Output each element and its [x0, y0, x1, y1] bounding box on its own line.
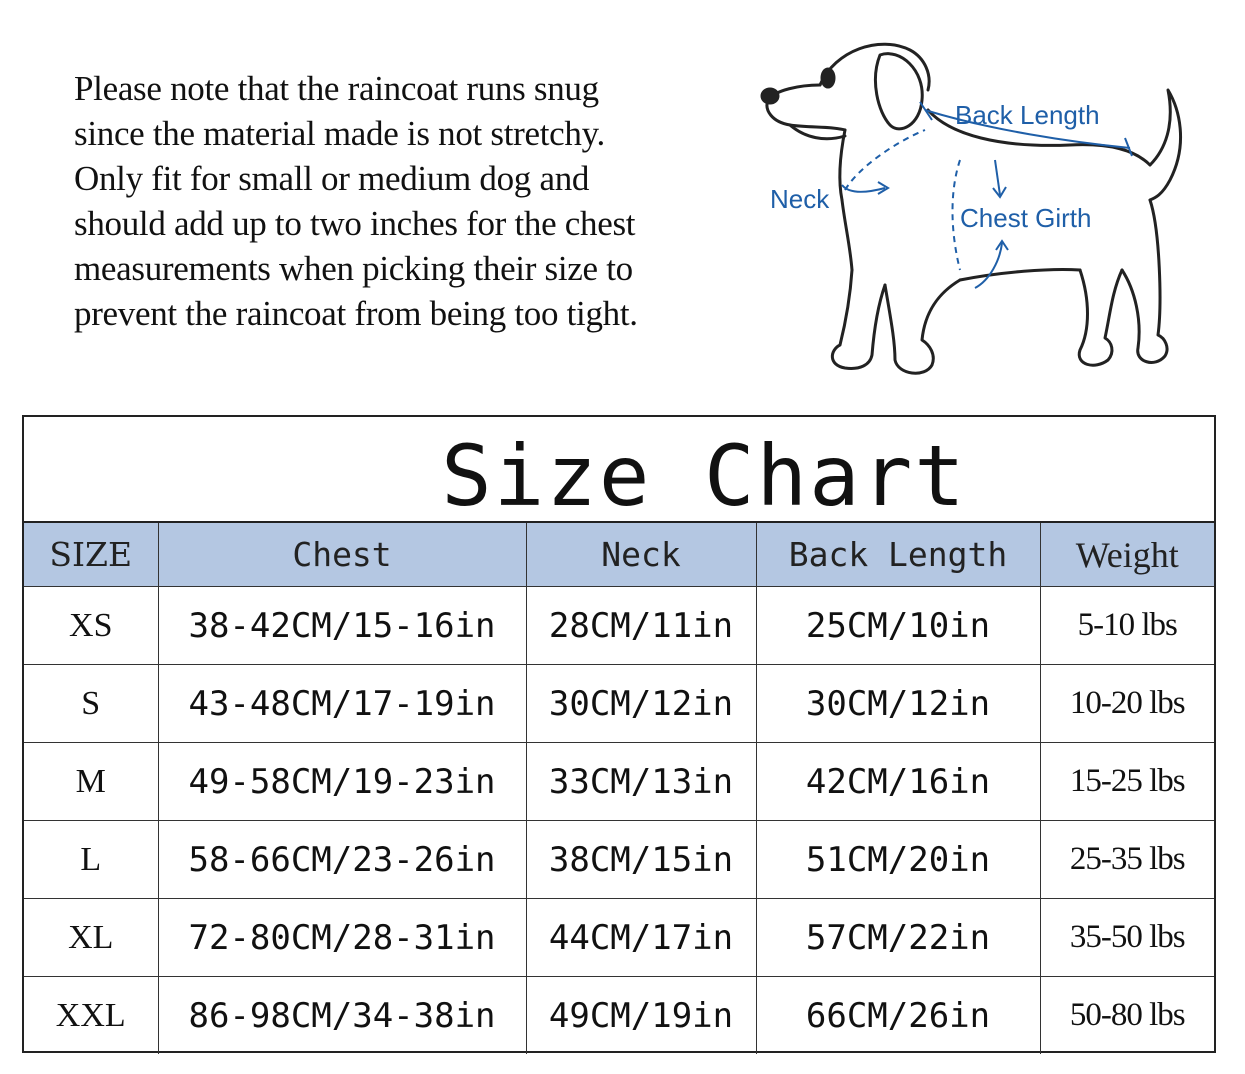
neck-cell: 49CM/19in	[525, 976, 757, 1054]
dog-back-leg	[1077, 268, 1124, 367]
dog-nose	[760, 87, 780, 105]
fit-note: Please note that the raincoat runs snug …	[74, 66, 754, 336]
size-table: SIZE Chest Neck Back Length Weight XS 38…	[24, 521, 1214, 1054]
size-chart-title: Size Chart	[441, 427, 967, 525]
chest-cell: 38-42CM/15-16in	[157, 586, 527, 665]
table-row: XL 72-80CM/28-31in 44CM/17in 57CM/22in 3…	[24, 898, 1214, 977]
size-cell: M	[24, 742, 159, 821]
chest-dashed-line	[951, 159, 961, 271]
chest-arrowhead-bottom	[995, 239, 1009, 251]
fit-note-line: prevent the raincoat from being too tigh…	[74, 294, 638, 333]
fit-note-line: measurements when picking their size to	[74, 249, 633, 288]
back-length-cell: 30CM/12in	[755, 664, 1041, 743]
chest-cell: 49-58CM/19-23in	[157, 742, 527, 821]
chest-cell: 58-66CM/23-26in	[157, 820, 527, 899]
column-header-weight: Weight	[1039, 521, 1214, 587]
dog-neck	[838, 128, 847, 202]
dog-front-leg	[830, 268, 887, 370]
neck-cell: 28CM/11in	[525, 586, 757, 665]
neck-dashed-line	[844, 129, 926, 191]
chest-arrowhead-top	[992, 186, 1007, 199]
back-length-cell: 25CM/10in	[755, 586, 1041, 665]
size-cell: XS	[24, 586, 159, 665]
fit-note-line: should add up to two inches for the ches…	[74, 204, 636, 243]
dog-front-leg	[883, 278, 962, 375]
chest-arrow-bottom	[974, 242, 1003, 289]
weight-cell: 25-35 lbs	[1039, 820, 1214, 899]
weight-cell: 10-20 lbs	[1039, 664, 1214, 743]
back-length-cell: 66CM/26in	[755, 976, 1041, 1054]
table-row: XXL 86-98CM/34-38in 49CM/19in 66CM/26in …	[24, 976, 1214, 1054]
chest-cell: 72-80CM/28-31in	[157, 898, 527, 977]
neck-cell: 30CM/12in	[525, 664, 757, 743]
dog-mouth	[788, 123, 847, 141]
dog-chest	[840, 198, 854, 272]
column-header-size: SIZE	[24, 521, 159, 587]
back-length-line	[924, 109, 1131, 149]
size-cell: XL	[24, 898, 159, 977]
dog-back-leg	[1120, 198, 1169, 364]
column-header-chest: Chest	[157, 521, 527, 587]
weight-cell: 35-50 lbs	[1039, 898, 1214, 977]
back-length-cell: 51CM/20in	[755, 820, 1041, 899]
back-length-tick-right	[1124, 137, 1133, 157]
weight-cell: 50-80 lbs	[1039, 976, 1214, 1054]
table-row: S 43-48CM/17-19in 30CM/12in 30CM/12in 10…	[24, 664, 1214, 743]
neck-cell: 38CM/15in	[525, 820, 757, 899]
neck-label: Neck	[770, 184, 830, 214]
fit-note-line: since the material made is not stretchy.	[74, 114, 605, 153]
weight-cell: 5-10 lbs	[1039, 586, 1214, 665]
column-header-neck: Neck	[525, 521, 757, 587]
neck-arrowhead	[877, 181, 890, 195]
chest-cell: 43-48CM/17-19in	[157, 664, 527, 743]
weight-cell: 15-25 lbs	[1039, 742, 1214, 821]
back-length-cell: 42CM/16in	[755, 742, 1041, 821]
dog-tail	[1148, 88, 1183, 202]
dog-head-outline	[818, 42, 931, 92]
dog-ear	[873, 52, 924, 131]
back-length-cell: 57CM/22in	[755, 898, 1041, 977]
dog-snout	[765, 83, 847, 132]
fit-note-line: Only fit for small or medium dog and	[74, 159, 590, 198]
size-chart: Size Chart SIZE Chest Neck Back Length W…	[22, 415, 1216, 1054]
chest-arrow-top	[994, 159, 1001, 196]
back-length-label: Back Length	[955, 100, 1100, 130]
neck-cell: 33CM/13in	[525, 742, 757, 821]
chest-girth-label: Chest Girth	[960, 203, 1092, 233]
dog-belly	[958, 267, 1082, 282]
back-length-tick-left	[919, 101, 933, 121]
fit-note-line: Please note that the raincoat runs snug	[74, 69, 599, 108]
dog-eye	[820, 67, 836, 89]
size-cell: XXL	[24, 976, 159, 1054]
chest-cell: 86-98CM/34-38in	[157, 976, 527, 1054]
table-header-row: SIZE Chest Neck Back Length Weight	[24, 521, 1214, 587]
neck-cell: 44CM/17in	[525, 898, 757, 977]
table-row: M 49-58CM/19-23in 33CM/13in 42CM/16in 15…	[24, 742, 1214, 821]
column-header-back-length: Back Length	[755, 521, 1041, 587]
table-row: XS 38-42CM/15-16in 28CM/11in 25CM/10in 5…	[24, 586, 1214, 665]
dog-measurement-diagram: Back Length Neck Chest Girth	[760, 42, 1183, 375]
neck-arrow	[841, 184, 886, 193]
table-row: L 58-66CM/23-26in 38CM/15in 51CM/20in 25…	[24, 820, 1214, 899]
size-cell: S	[24, 664, 159, 743]
size-cell: L	[24, 820, 159, 899]
